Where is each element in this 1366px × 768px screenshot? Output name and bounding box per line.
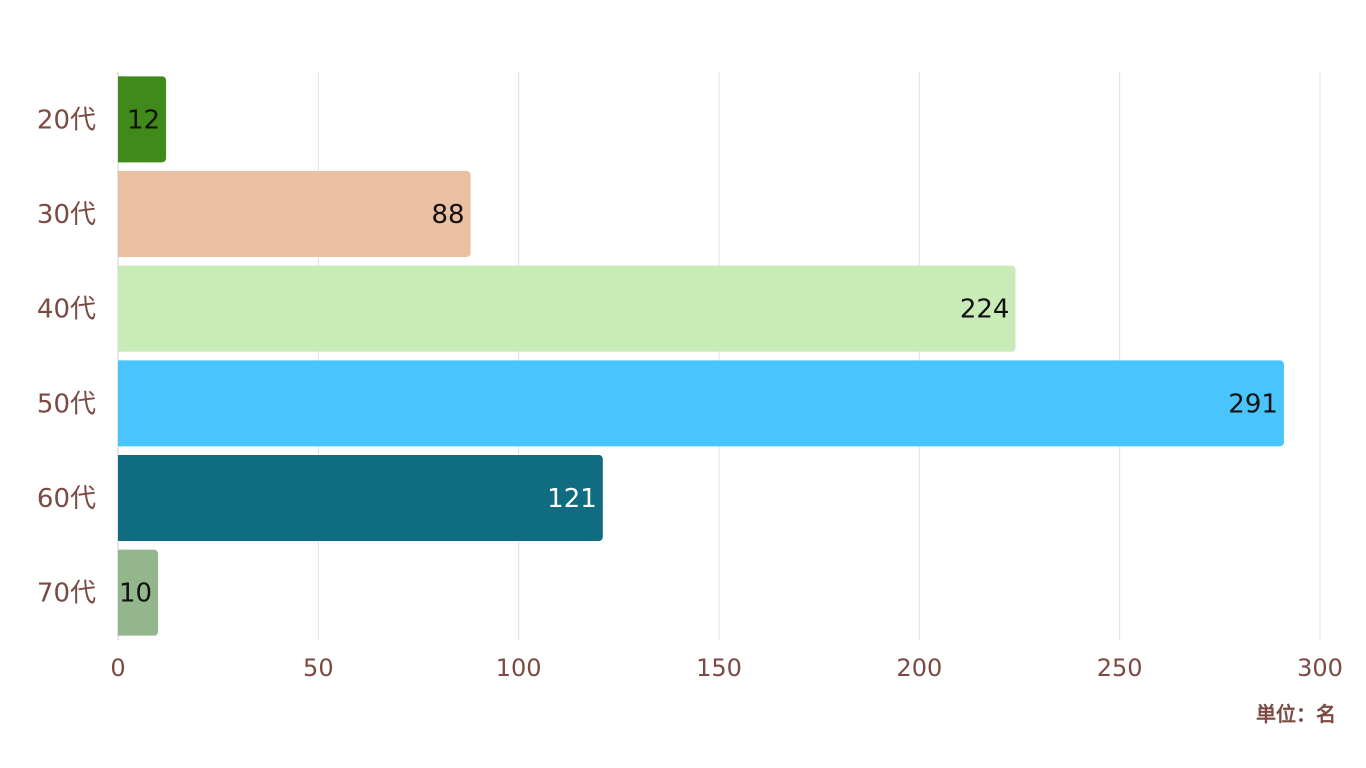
bar-edge (118, 265, 124, 352)
bar-value-label: 121 (547, 484, 597, 514)
x-tick-label: 200 (896, 654, 942, 682)
category-label: 30代 (37, 200, 96, 230)
bar-value-label: 291 (1228, 389, 1278, 419)
unit-label: 単位：名 (1256, 702, 1336, 726)
category-label: 60代 (37, 484, 96, 514)
x-tick-labels: 0 50 100 150 200 250 300 (110, 654, 1343, 682)
category-labels: 20代 30代 40代 50代 60代 70代 (37, 105, 96, 608)
bar (118, 265, 1016, 352)
bar-value-label: 224 (960, 295, 1010, 325)
bar (118, 360, 1284, 447)
bar-edge (118, 360, 124, 447)
category-label: 50代 (37, 389, 96, 419)
bar (118, 455, 603, 541)
grid-lines (117, 72, 1321, 640)
bar-edge (118, 549, 124, 636)
bar (118, 171, 471, 257)
bar-edge (118, 455, 124, 541)
category-label: 20代 (37, 105, 96, 135)
x-tick-label: 250 (1097, 654, 1143, 682)
bar-value-label: 88 (431, 200, 464, 230)
category-label: 70代 (37, 579, 96, 609)
bars: 12 88 224 291 121 10 (118, 76, 1284, 636)
category-label: 40代 (37, 295, 96, 325)
x-tick-label: 300 (1297, 654, 1343, 682)
bar (118, 549, 159, 636)
bar-value-label: 12 (127, 105, 160, 135)
x-tick-label: 150 (696, 654, 742, 682)
x-tick-label: 50 (303, 654, 334, 682)
x-tick-label: 100 (496, 654, 542, 682)
bar-edge (118, 76, 124, 163)
bar-value-label: 10 (119, 579, 152, 609)
bar (118, 76, 167, 163)
x-tick-label: 0 (110, 654, 125, 682)
bar-edge (118, 171, 124, 257)
